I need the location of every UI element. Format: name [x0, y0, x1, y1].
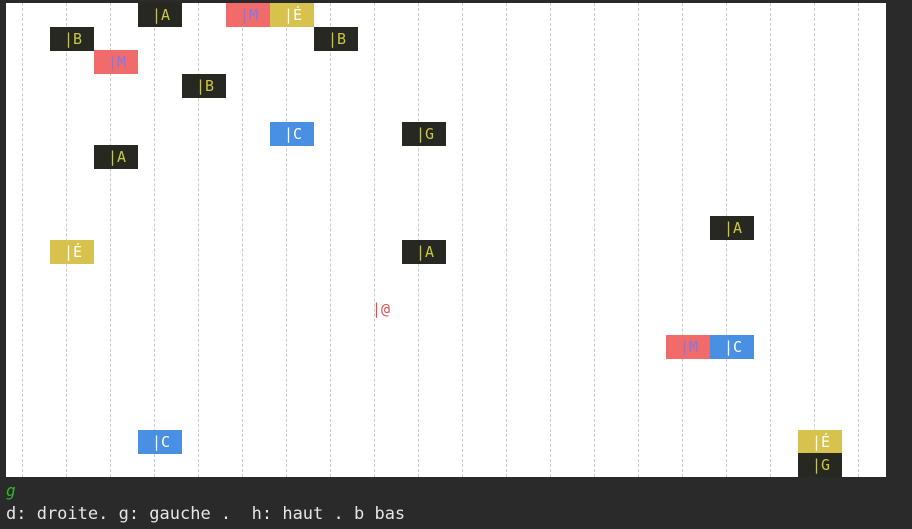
grid-line: [154, 3, 155, 477]
grid-line: [858, 3, 859, 477]
letter-tile: |É: [270, 3, 314, 27]
grid-line: [242, 3, 243, 477]
letter-tile: |A: [94, 145, 138, 169]
letter-tile: |G: [402, 122, 446, 146]
letter-tile: |C: [138, 430, 182, 454]
letter-tile: |A: [138, 3, 182, 27]
grid-line: [22, 3, 23, 477]
letter-tile: |G: [798, 453, 842, 477]
grid-line: [286, 3, 287, 477]
grid-line: [110, 3, 111, 477]
grid-line: [682, 3, 683, 477]
grid-line: [770, 3, 771, 477]
letter-tile: |É: [798, 430, 842, 454]
letter-tile: |A: [710, 216, 754, 240]
grid-line: [814, 3, 815, 477]
letter-tile: |B: [314, 27, 358, 51]
controls-help-text: d: droite. g: gauche . h: haut . b bas: [6, 504, 406, 524]
grid-line: [198, 3, 199, 477]
grid-line: [550, 3, 551, 477]
letter-tile: |M: [226, 3, 270, 27]
grid-line: [462, 3, 463, 477]
letter-tile: |É: [50, 240, 94, 264]
game-board[interactable]: |A |M |É |B |B |M |B |C |G |A |A |É |A |M |C |C |É |G |@: [6, 3, 886, 477]
player-marker: |@: [372, 300, 391, 318]
letter-tile: |A: [402, 240, 446, 264]
letter-tile: |M: [94, 50, 138, 74]
grid-line: [374, 3, 375, 477]
grid-line: [638, 3, 639, 477]
letter-tile: |C: [710, 335, 754, 359]
letter-tile: |C: [270, 122, 314, 146]
grid-line: [330, 3, 331, 477]
letter-tile: |B: [182, 74, 226, 98]
grid-line: [594, 3, 595, 477]
letter-tile: |B: [50, 27, 94, 51]
grid-line: [506, 3, 507, 477]
command-input-echo: g: [6, 481, 16, 500]
grid-line: [726, 3, 727, 477]
letter-tile: |M: [666, 335, 710, 359]
